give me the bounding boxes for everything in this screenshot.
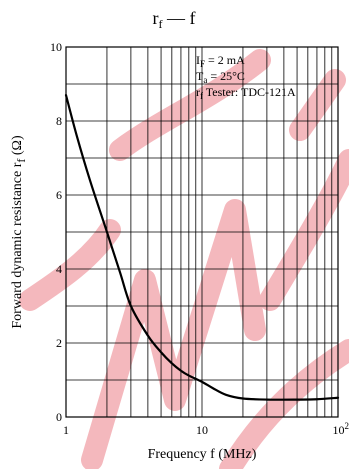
watermark-stroke <box>259 149 349 311</box>
y-tick-label: 8 <box>56 114 62 128</box>
y-axis-label: Forward dynamic resistance rf (Ω) <box>10 135 28 329</box>
condition-line: IF = 2 mA <box>196 53 245 69</box>
tick-labels: 0 2 4 6 8 10 1 10 102 <box>50 40 349 437</box>
y-tick-label: 0 <box>56 410 62 424</box>
grid <box>66 47 338 417</box>
x-tick-label: 1 <box>63 423 69 437</box>
watermark-stroke <box>19 219 121 311</box>
chart-title: rf — f <box>153 8 196 31</box>
condition-line: Ta = 25°C <box>196 69 245 85</box>
y-tick-label: 10 <box>50 40 62 54</box>
y-tick-label: 6 <box>56 188 62 202</box>
condition-line: rf Tester: TDC-121A <box>196 85 296 101</box>
watermark-stroke <box>81 199 266 469</box>
watermark <box>19 49 349 469</box>
y-tick-label: 2 <box>56 336 62 350</box>
series-group <box>64 94 340 401</box>
plot-frame <box>65 46 339 418</box>
x-tick-label: 10 <box>196 423 208 437</box>
x-tick-label: 102 <box>333 421 349 437</box>
y-tick-label: 4 <box>56 262 62 276</box>
watermark-stroke <box>289 69 346 141</box>
x-axis-label: Frequency f (MHz) <box>148 447 257 462</box>
series-line <box>64 94 340 401</box>
